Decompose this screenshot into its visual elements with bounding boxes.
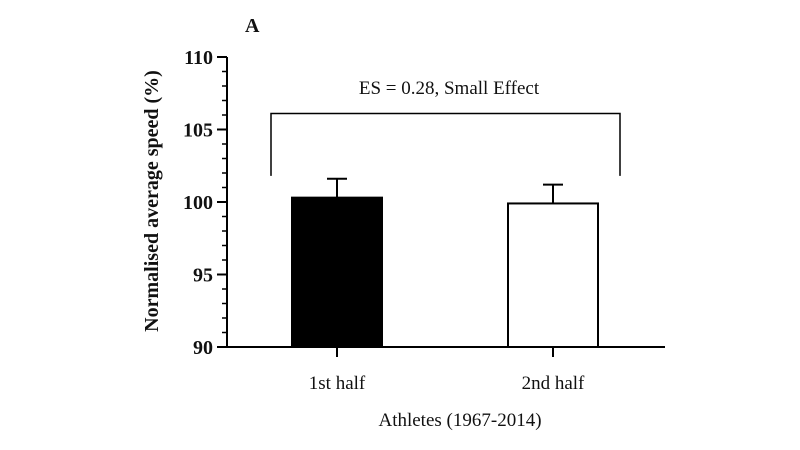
y-tick-label: 100: [183, 192, 213, 214]
comparison-bracket: [270, 112, 621, 176]
plot-area: 90 95 100 105 110 1st half 2nd half: [183, 47, 665, 394]
y-tick-label: 110: [184, 47, 213, 69]
panel-label: A: [245, 15, 260, 37]
x-tick-label: 1st half: [309, 373, 366, 394]
y-tick-label: 105: [183, 120, 213, 142]
x-tick-label: 2nd half: [522, 373, 585, 394]
bar-2: [507, 202, 599, 348]
x-axis-label: Athletes (1967-2014): [378, 410, 541, 431]
effect-size-annotation: ES = 0.28, Small Effect: [359, 78, 540, 99]
y-axis-label: Normalised average speed (%): [141, 70, 163, 332]
y-tick-label: 90: [193, 337, 213, 359]
y-tick-label: 95: [193, 265, 213, 287]
bar-1: [291, 196, 383, 348]
